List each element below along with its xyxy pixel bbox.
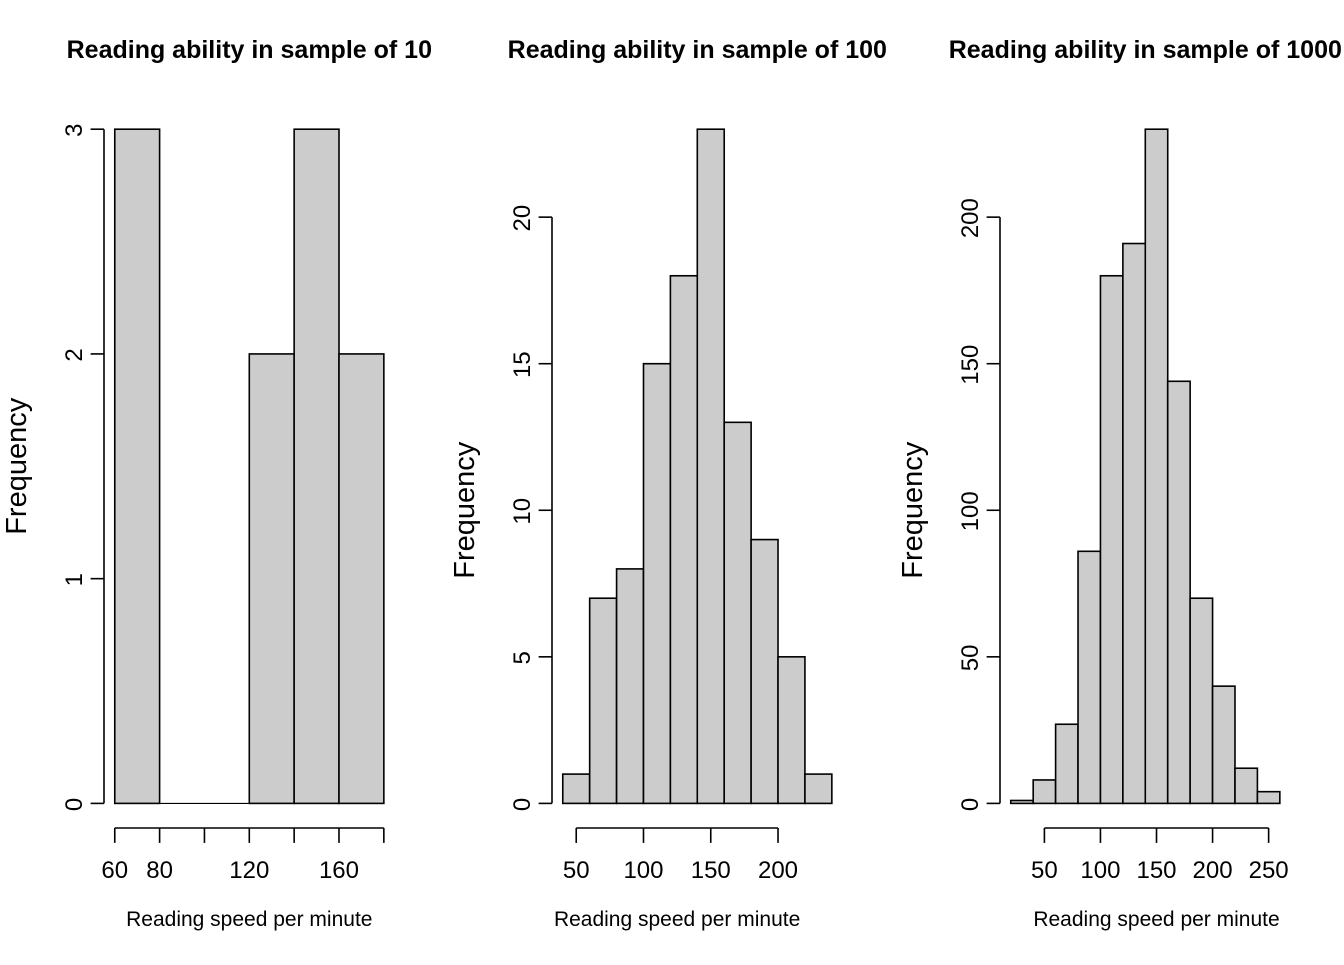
svg-text:Reading ability in sample of 1: Reading ability in sample of 10 xyxy=(67,36,432,64)
svg-text:Reading speed per minute: Reading speed per minute xyxy=(1033,908,1279,931)
svg-text:60: 60 xyxy=(101,857,128,884)
svg-text:50: 50 xyxy=(1031,857,1058,884)
svg-text:150: 150 xyxy=(691,857,731,884)
svg-text:15: 15 xyxy=(509,351,536,378)
svg-text:Frequency: Frequency xyxy=(897,441,929,579)
svg-text:0: 0 xyxy=(509,798,536,811)
svg-text:150: 150 xyxy=(957,345,984,385)
svg-text:Reading speed per minute: Reading speed per minute xyxy=(554,908,800,931)
svg-text:3: 3 xyxy=(61,124,88,137)
svg-text:Reading ability in sample of 1: Reading ability in sample of 1000 xyxy=(949,36,1342,64)
svg-text:0: 0 xyxy=(61,798,88,811)
svg-text:20: 20 xyxy=(509,205,536,232)
svg-text:1: 1 xyxy=(61,573,88,586)
svg-text:200: 200 xyxy=(758,857,798,884)
svg-text:200: 200 xyxy=(1193,857,1233,884)
svg-text:150: 150 xyxy=(1136,857,1176,884)
svg-text:160: 160 xyxy=(319,857,359,884)
svg-text:10: 10 xyxy=(509,498,536,525)
svg-text:200: 200 xyxy=(957,198,984,238)
svg-text:0: 0 xyxy=(957,798,984,811)
svg-text:100: 100 xyxy=(957,491,984,531)
svg-text:50: 50 xyxy=(957,644,984,671)
svg-text:80: 80 xyxy=(146,857,173,884)
svg-text:100: 100 xyxy=(623,857,663,884)
svg-text:50: 50 xyxy=(563,857,590,884)
svg-text:5: 5 xyxy=(509,651,536,664)
svg-text:250: 250 xyxy=(1249,857,1289,884)
svg-text:100: 100 xyxy=(1080,857,1120,884)
svg-text:Reading ability in sample of 1: Reading ability in sample of 100 xyxy=(508,36,887,64)
svg-text:Frequency: Frequency xyxy=(449,441,481,579)
svg-text:Frequency: Frequency xyxy=(1,397,33,535)
svg-text:2: 2 xyxy=(61,348,88,361)
svg-text:120: 120 xyxy=(229,857,269,884)
svg-text:Reading speed per minute: Reading speed per minute xyxy=(126,908,372,931)
